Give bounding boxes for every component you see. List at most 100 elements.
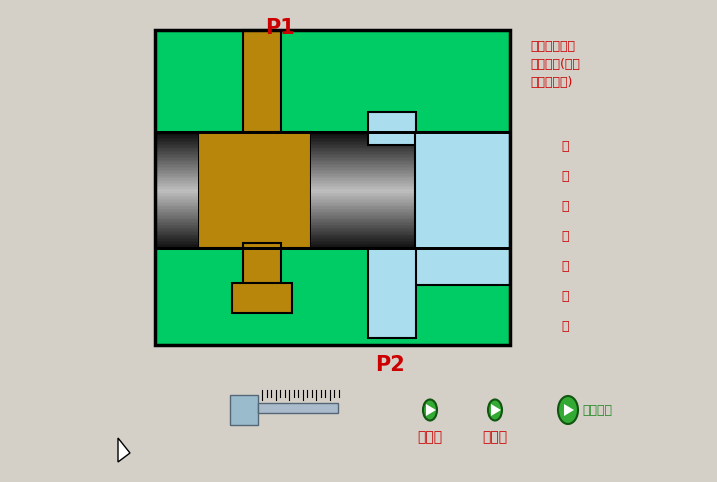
Bar [155, 154, 510, 155]
Bar [155, 233, 510, 235]
Bar [155, 149, 510, 151]
Text: 向: 向 [561, 290, 569, 303]
Bar [155, 228, 510, 229]
Bar [155, 184, 198, 186]
Bar [155, 181, 198, 183]
Bar [155, 245, 510, 247]
Bar [155, 210, 198, 212]
Bar [198, 132, 311, 248]
Bar [155, 225, 510, 226]
Bar [155, 144, 198, 145]
Bar [155, 161, 510, 162]
Bar [311, 167, 510, 168]
Bar [155, 148, 510, 149]
Bar [311, 247, 510, 248]
Bar [311, 210, 510, 212]
Bar [155, 247, 198, 248]
Bar [311, 199, 510, 200]
Bar [155, 160, 510, 161]
Text: 二: 二 [561, 140, 569, 153]
Bar [311, 160, 510, 161]
Bar [155, 226, 510, 228]
Bar [155, 134, 510, 135]
Bar [311, 190, 510, 191]
Bar [155, 30, 510, 345]
Bar [230, 395, 258, 425]
Bar [415, 132, 510, 285]
Bar [155, 181, 510, 183]
Bar [155, 214, 198, 216]
Bar [155, 30, 510, 132]
Bar [311, 136, 510, 138]
Bar [155, 175, 510, 177]
Bar [311, 222, 510, 223]
Bar [311, 175, 510, 177]
Bar [155, 217, 198, 219]
Bar [311, 201, 510, 203]
Bar [155, 188, 510, 190]
Bar [311, 213, 510, 214]
Bar [155, 147, 198, 148]
Ellipse shape [488, 400, 502, 420]
Bar [155, 239, 510, 241]
Bar [155, 30, 510, 132]
Bar [311, 230, 510, 232]
Bar [311, 212, 510, 213]
Bar [311, 139, 510, 141]
Bar [155, 158, 198, 160]
Bar [155, 242, 198, 243]
Bar [311, 147, 510, 148]
Bar [311, 245, 510, 247]
Bar [311, 238, 510, 239]
Bar [311, 233, 510, 235]
Bar [155, 173, 510, 174]
Bar [311, 197, 510, 199]
Bar [155, 196, 510, 197]
Bar [155, 158, 510, 160]
Bar [155, 178, 510, 180]
Bar [155, 157, 510, 158]
Bar [311, 209, 510, 210]
Bar [311, 180, 510, 181]
Bar [155, 145, 510, 147]
Bar [155, 30, 510, 345]
Text: 通与切断(相当: 通与切断(相当 [530, 58, 580, 71]
Bar [155, 177, 198, 178]
Bar [155, 148, 198, 149]
Text: 通: 通 [561, 230, 569, 243]
Bar [155, 243, 198, 245]
Bar [155, 155, 198, 157]
Bar [368, 112, 416, 145]
Bar [155, 230, 198, 232]
Polygon shape [491, 404, 501, 416]
Bar [368, 248, 416, 338]
Bar [311, 151, 510, 152]
Bar [155, 223, 198, 225]
Bar [311, 161, 510, 162]
Bar [155, 180, 510, 181]
Bar [155, 154, 198, 155]
Bar [155, 171, 510, 173]
Bar [155, 135, 198, 136]
Bar [155, 188, 198, 190]
Bar [155, 203, 510, 204]
Bar [155, 174, 198, 175]
Bar [155, 151, 198, 152]
Bar [155, 167, 198, 168]
Ellipse shape [423, 400, 437, 420]
Bar [155, 138, 198, 139]
Bar [155, 247, 510, 248]
Bar [311, 177, 510, 178]
Text: P2: P2 [375, 355, 405, 375]
Bar [155, 170, 198, 171]
Bar [311, 236, 510, 238]
Bar [311, 229, 510, 230]
Bar [155, 191, 198, 193]
Bar [155, 177, 510, 178]
Bar [155, 187, 198, 188]
Bar [155, 184, 510, 186]
Bar [155, 236, 510, 238]
Bar [311, 219, 510, 220]
Bar [311, 184, 510, 186]
Bar [155, 245, 198, 247]
